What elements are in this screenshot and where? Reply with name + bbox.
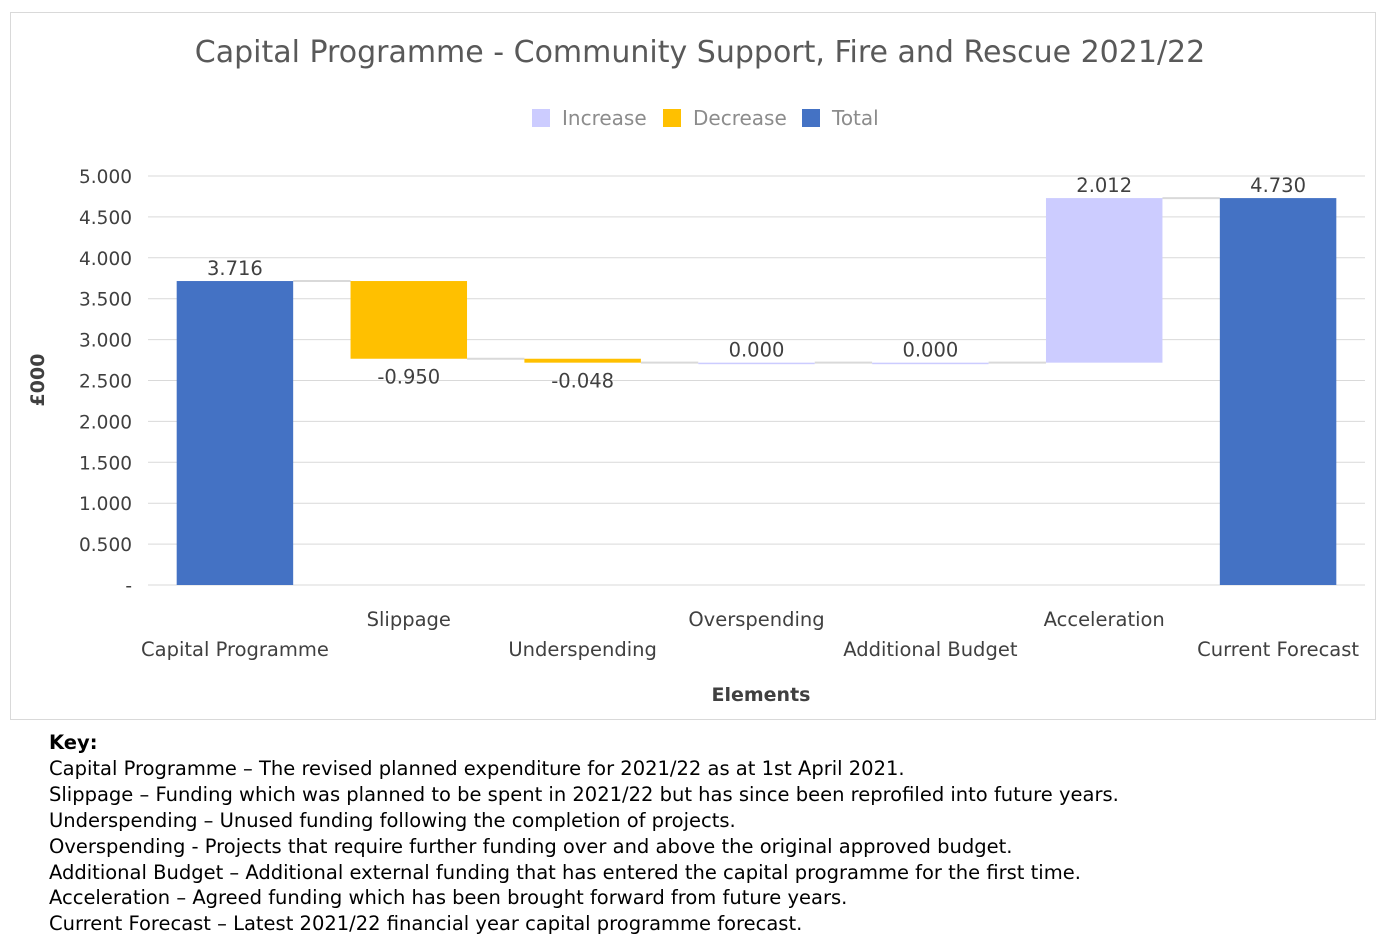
data-label: 0.000	[902, 339, 958, 362]
data-label: -0.950	[377, 366, 440, 389]
data-label: -0.048	[551, 370, 614, 393]
bar-slippage	[350, 281, 468, 359]
key-line: Current Forecast – Latest 2021/22 financ…	[49, 912, 803, 936]
y-axis-ticks: - 0.500 1.000 1.500 2.000 2.500 3.000 3.500 4.00…	[79, 167, 132, 597]
y-tick-label: 2.500	[79, 372, 132, 393]
key-line: Acceleration – Agreed funding which has …	[49, 886, 848, 910]
x-category-label: Current Forecast	[1197, 638, 1359, 661]
bar-additional-budget	[872, 362, 989, 365]
bar-underspending	[524, 358, 641, 363]
key-heading: Key:	[49, 731, 98, 754]
chart-title: Capital Programme - Community Support, F…	[195, 35, 1205, 70]
chart-grid	[148, 175, 1365, 586]
waterfall-chart: Capital Programme - Community Support, F…	[27, 35, 1365, 706]
legend-label-increase: Increase	[562, 106, 647, 130]
chart-bars	[176, 198, 1337, 585]
legend-swatch-total	[802, 109, 820, 127]
y-tick-label: 4.500	[79, 208, 132, 229]
y-tick-label: 3.000	[79, 331, 132, 352]
x-category-label: Additional Budget	[843, 638, 1018, 661]
y-tick-label: 3.500	[79, 290, 132, 311]
waterfall-connectors	[293, 197, 1220, 364]
key-line: Overspending - Projects that require fur…	[49, 834, 1013, 858]
legend-label-decrease: Decrease	[693, 106, 787, 130]
x-category-label: Overspending	[688, 608, 824, 631]
y-tick-label: 0.500	[79, 535, 132, 556]
key-line: Underspending – Unused funding following…	[49, 808, 736, 832]
x-axis-categories: Capital Programme Slippage Underspending Ov…	[141, 608, 1359, 661]
bar-capital-programme	[176, 281, 294, 585]
chart-frame: Capital Programme - Community Support, F…	[10, 12, 1376, 720]
y-axis-title: £000	[27, 354, 49, 407]
bar-acceleration	[1045, 198, 1163, 363]
data-label: 3.716	[207, 257, 263, 280]
bar-overspending	[698, 362, 815, 365]
key-line: Capital Programme – The revised planned …	[49, 756, 905, 780]
key-line: Slippage – Funding which was planned to …	[49, 782, 1119, 806]
legend-swatch-increase	[532, 109, 550, 127]
data-label: 2.012	[1076, 174, 1132, 197]
x-axis-title: Elements	[712, 684, 811, 706]
y-tick-label: -	[125, 576, 132, 597]
y-tick-label: 1.000	[79, 494, 132, 515]
data-label: 4.730	[1250, 174, 1306, 197]
x-category-label: Slippage	[367, 608, 451, 631]
y-tick-label: 4.000	[79, 249, 132, 270]
bar-current-forecast	[1219, 198, 1337, 585]
x-category-label: Underspending	[508, 638, 656, 661]
y-tick-label: 2.000	[79, 412, 132, 433]
legend-swatch-decrease	[663, 109, 681, 127]
y-tick-label: 5.000	[79, 167, 132, 188]
x-category-label: Capital Programme	[141, 638, 329, 661]
key-section: Key: Capital Programme – The revised pla…	[49, 730, 1369, 937]
y-tick-label: 1.500	[79, 453, 132, 474]
key-line: Additional Budget – Additional external …	[49, 860, 1081, 884]
data-labels: 3.716 -0.950 -0.048 0.000 0.000 2.012 4.730	[207, 174, 1306, 393]
legend-label-total: Total	[831, 106, 879, 130]
data-label: 0.000	[729, 339, 785, 362]
chart-legend: Increase Decrease Total	[532, 106, 879, 130]
x-category-label: Acceleration	[1044, 608, 1165, 631]
